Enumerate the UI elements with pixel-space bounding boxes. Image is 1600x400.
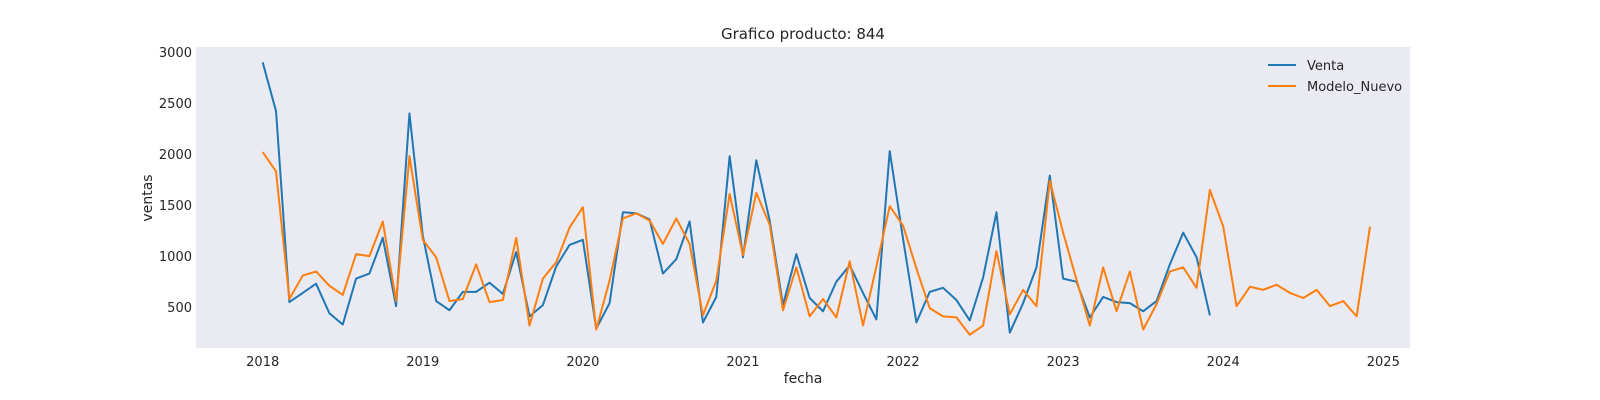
x-tick-label: 2023 xyxy=(1047,355,1080,370)
series-line-modelo-nuevo xyxy=(261,151,1371,336)
y-axis-label: ventas xyxy=(140,174,156,221)
y-tick-label: 3000 xyxy=(159,46,192,61)
legend-entry: Modelo_Nuevo xyxy=(1307,80,1402,95)
plot-area xyxy=(196,47,1410,348)
x-tick-label: 2022 xyxy=(887,355,920,370)
x-tick-label: 2020 xyxy=(566,355,599,370)
legend: Venta Modelo_Nuevo xyxy=(1268,59,1402,95)
x-tick-label: 2019 xyxy=(406,355,439,370)
x-tick-label: 2018 xyxy=(246,355,279,370)
series-group xyxy=(261,62,1371,336)
x-tick-label: 2021 xyxy=(726,355,759,370)
y-tick-label: 1500 xyxy=(159,199,192,214)
y-tick-label: 1000 xyxy=(159,250,192,265)
x-axis-label: fecha xyxy=(784,371,823,387)
y-tick-label: 2500 xyxy=(159,97,192,112)
y-tick-label: 2000 xyxy=(159,148,192,163)
x-tick-label: 2024 xyxy=(1207,355,1240,370)
x-tick-label: 2025 xyxy=(1367,355,1400,370)
y-tick-label: 500 xyxy=(167,301,192,316)
legend-entry: Venta xyxy=(1307,59,1344,74)
x-axis: 2018 2019 2020 2021 2022 2023 2024 2025 xyxy=(246,355,1400,370)
chart-title: Grafico producto: 844 xyxy=(721,25,885,43)
y-axis: 500 1000 1500 2000 2500 3000 xyxy=(159,46,192,316)
